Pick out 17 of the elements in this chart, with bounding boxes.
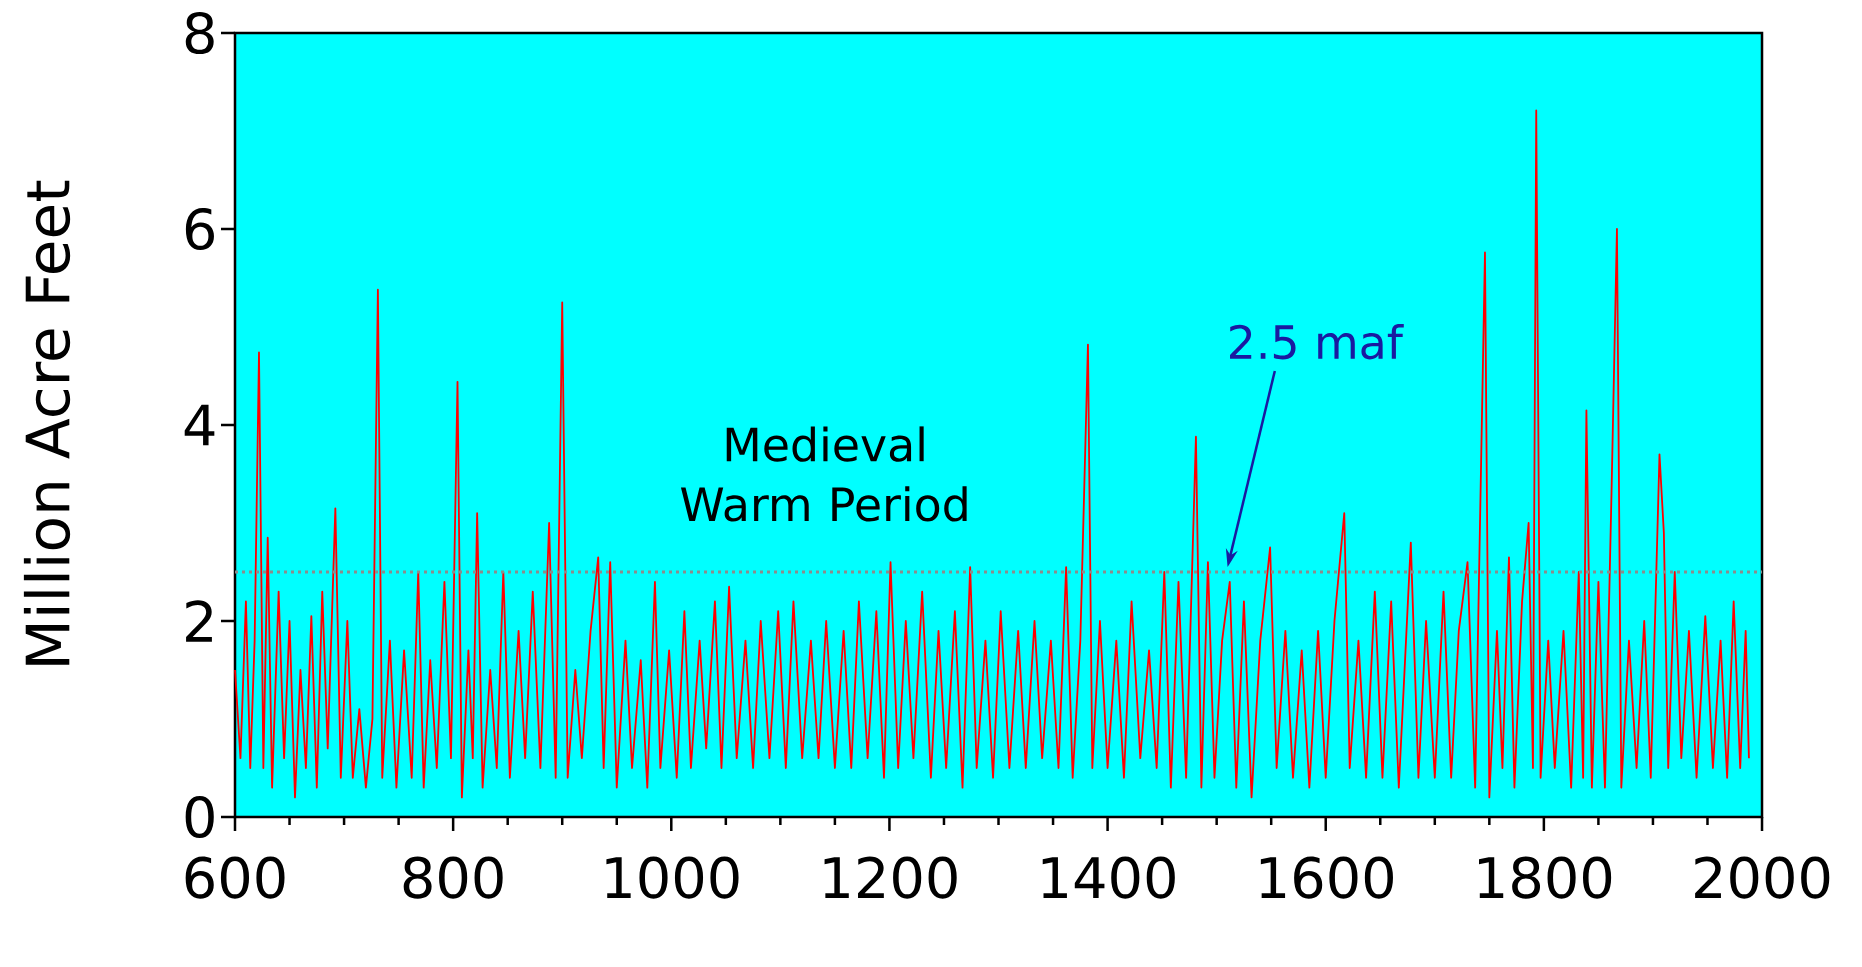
x-tick-label: 1400 — [1042, 856, 1175, 899]
x-tick-label: 1800 — [1479, 856, 1612, 899]
y-tick-label: 0 — [185, 795, 214, 839]
x-tick-label: 2000 — [1695, 856, 1830, 899]
line-series — [234, 109, 1750, 799]
y-axis-title: Million Acre Feet — [23, 180, 71, 665]
y-tick-label: 2 — [186, 600, 212, 642]
x-tick-label: 1200 — [824, 856, 957, 899]
x-tick-label: 1000 — [606, 856, 739, 899]
y-tick-label: 8 — [185, 11, 214, 55]
annotation: 2.5 maf — [1230, 323, 1404, 360]
x-tick-label: 800 — [403, 856, 503, 899]
x-tick-label: 600 — [185, 856, 285, 899]
y-tick-label: 4 — [184, 404, 215, 446]
annotation: Medieval Warm Period — [680, 426, 967, 522]
x-tick-label: 1600 — [1260, 856, 1393, 899]
y-tick-label: 6 — [185, 207, 214, 251]
